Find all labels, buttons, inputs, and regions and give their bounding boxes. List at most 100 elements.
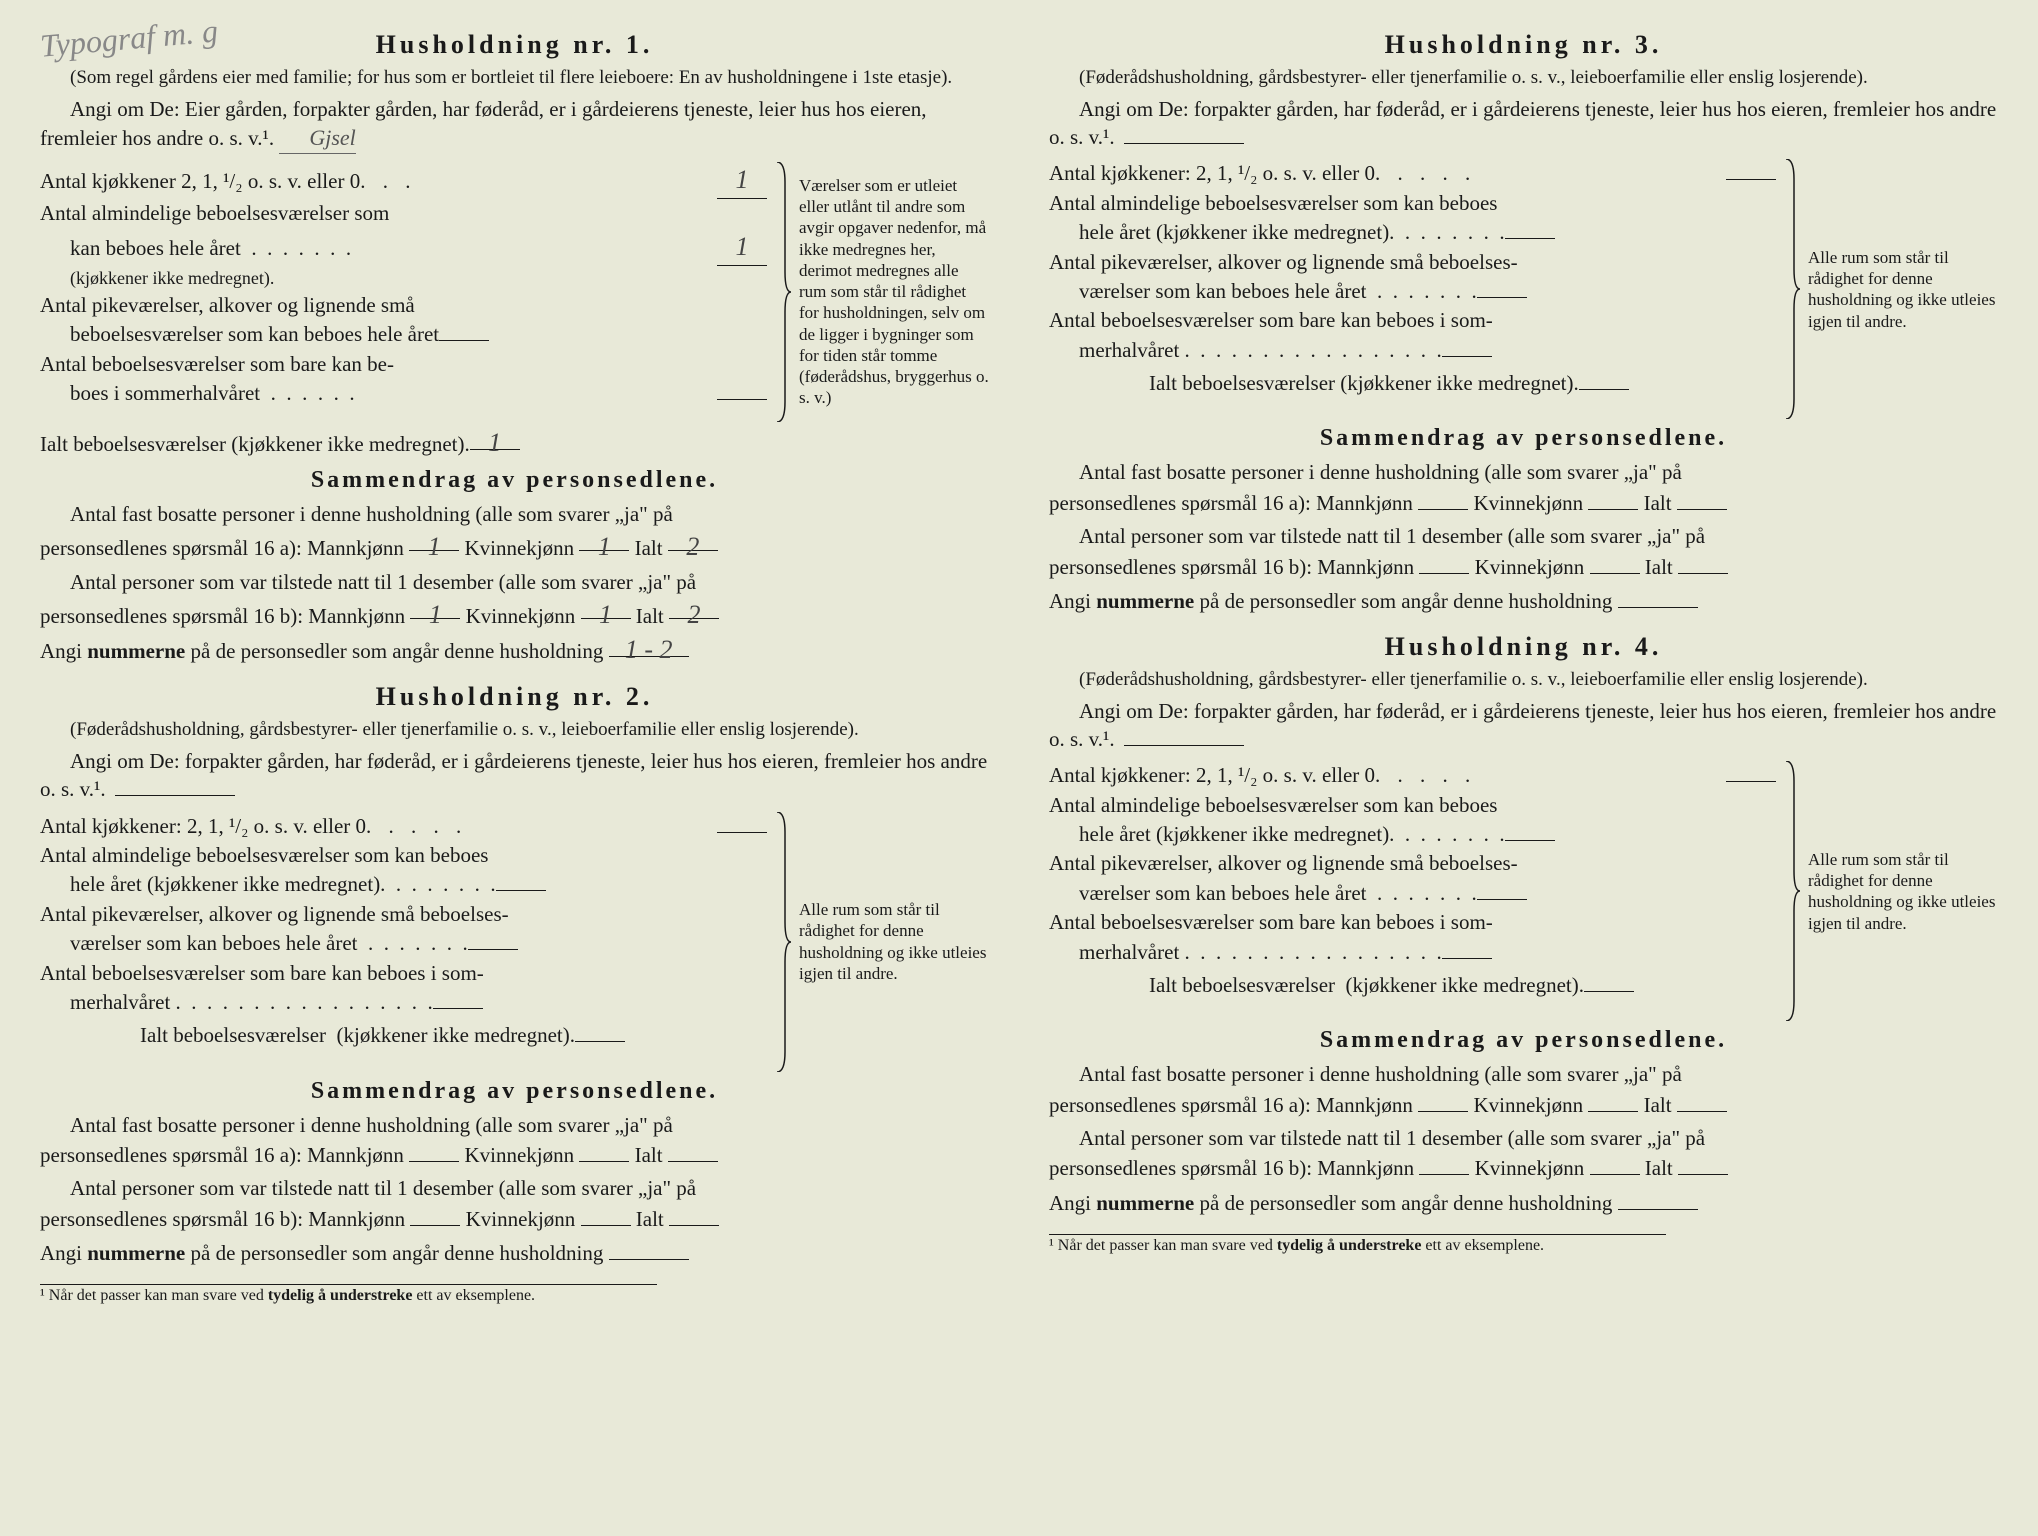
almindelige-label: Antal almindelige beboelsesværelser som … xyxy=(40,841,488,870)
almindelige-label: Antal almindelige beboelsesværelser som xyxy=(40,199,389,228)
kvinne-b xyxy=(1590,552,1640,574)
mann-b xyxy=(410,1204,460,1226)
ialt-label: Ialt xyxy=(635,536,663,560)
left-page: Typograf m. g Husholdning nr. 1. (Som re… xyxy=(40,30,989,1506)
summary-title: Sammendrag av personsedlene. xyxy=(1049,1027,1998,1054)
almindelige-value xyxy=(1505,238,1555,239)
mann-a xyxy=(1418,1090,1468,1112)
side-note: Alle rum som står til rådighet for denne… xyxy=(799,812,989,1072)
total-label: Ialt beboelsesværelser (kjøkkener ikke m… xyxy=(1149,369,1579,398)
sommer-value xyxy=(1442,958,1492,959)
summary-b2-label: personsedlenes spørsmål 16 b): Mannkjønn xyxy=(1049,555,1414,579)
summary-a2-label: personsedlenes spørsmål 16 a): Mannkjønn xyxy=(1049,491,1413,515)
angi-prefix: Angi om De: xyxy=(70,749,180,773)
almindelige-label2: hele året (kjøkkener ikke medregnet). . … xyxy=(40,870,496,899)
kvinne-label: Kvinnekjønn xyxy=(464,536,574,560)
summary-b1: Antal personer som var tilstede natt til… xyxy=(1049,1124,1998,1153)
summary-b1: Antal personer som var tilstede natt til… xyxy=(40,1174,989,1203)
sommer-label: Antal beboelsesværelser som bare kan be- xyxy=(40,350,394,379)
mann-a xyxy=(1418,488,1468,510)
summary-a2-label: personsedlenes spørsmål 16 a): Mannkjønn xyxy=(40,1143,404,1167)
angi-line: Angi om De: Eier gården, forpakter gårde… xyxy=(40,95,989,154)
summary-b2-label: personsedlenes spørsmål 16 b): Mannkjønn xyxy=(40,604,405,628)
side-note: Værelser som er utleiet eller utlånt til… xyxy=(799,162,989,422)
kvinne-a xyxy=(1588,1090,1638,1112)
summary-a2: personsedlenes spørsmål 16 a): Mannkjønn… xyxy=(1049,1090,1998,1120)
ialt-label-b: Ialt xyxy=(636,604,664,628)
kvinne-label-b: Kvinnekjønn xyxy=(1475,1156,1585,1180)
nummer-val xyxy=(1618,1188,1698,1210)
summary-b1: Antal personer som var tilstede natt til… xyxy=(1049,522,1998,551)
summary-title: Sammendrag av personsedlene. xyxy=(40,1078,989,1105)
total-label: Ialt beboelsesværelser (kjøkkener ikke m… xyxy=(40,432,470,457)
household-title: Husholdning nr. 2. xyxy=(40,682,989,712)
rooms-block: Antal kjøkkener: 2, 1, ¹/₂ o. s. v. elle… xyxy=(1049,159,1998,419)
total-value xyxy=(1579,389,1629,390)
total-value xyxy=(575,1041,625,1042)
kvinne-label: Kvinnekjønn xyxy=(1473,1093,1583,1117)
total-label: Ialt beboelsesværelser (kjøkkener ikke m… xyxy=(1149,971,1584,1000)
ialt-a: 2 xyxy=(668,529,718,551)
ialt-b xyxy=(1678,1153,1728,1175)
total-row: Ialt beboelsesværelser (kjøkkener ikke m… xyxy=(40,428,989,457)
angi-line: Angi om De: forpakter gården, har føderå… xyxy=(1049,697,1998,754)
angi-prefix: Angi om De: xyxy=(1079,97,1189,121)
mann-b xyxy=(1419,1153,1469,1175)
pike-label: Antal pikeværelser, alkover og lignende … xyxy=(40,900,509,929)
summary-a2: personsedlenes spørsmål 16 a): Mannkjønn… xyxy=(1049,488,1998,518)
ialt-b: 2 xyxy=(669,597,719,619)
summary-title: Sammendrag av personsedlene. xyxy=(40,467,989,494)
kjokken-value xyxy=(717,832,767,833)
summary-b2-label: personsedlenes spørsmål 16 b): Mannkjønn xyxy=(40,1207,405,1231)
pike-label: Antal pikeværelser, alkover og lignende … xyxy=(1049,248,1518,277)
footnote: ¹ Når det passer kan man svare ved tydel… xyxy=(1049,1234,1666,1255)
angi-line: Angi om De: forpakter gården, har føderå… xyxy=(40,747,989,804)
kjokken-value: 1 xyxy=(717,162,767,199)
kvinne-label-b: Kvinnekjønn xyxy=(1475,555,1585,579)
summary-a1: Antal fast bosatte personer i denne hush… xyxy=(40,500,989,529)
summary-b2: personsedlenes spørsmål 16 b): Mannkjønn… xyxy=(1049,1153,1998,1183)
kvinne-a xyxy=(579,1140,629,1162)
pike-label: Antal pikeværelser, alkover og lignende … xyxy=(40,291,415,320)
ialt-b xyxy=(669,1204,719,1226)
mann-a xyxy=(409,1140,459,1162)
ialt-label: Ialt xyxy=(1644,491,1672,515)
sommer-label2: merhalvåret . . . . . . . . . . . . . . … xyxy=(1049,938,1442,967)
ialt-b xyxy=(1678,552,1728,574)
ialt-label-b: Ialt xyxy=(1645,1156,1673,1180)
household-4: Husholdning nr. 4. (Føderådshusholdning,… xyxy=(1049,632,1998,1216)
rooms-left: Antal kjøkkener: 2, 1, ¹/₂ o. s. v. elle… xyxy=(40,812,767,1072)
kjokken-label: Antal kjøkkener 2, 1, ¹/₂ o. s. v. eller… xyxy=(40,167,360,196)
summary-a1: Antal fast bosatte personer i denne hush… xyxy=(1049,1060,1998,1089)
nummer-line: Angi nummerne på de personsedler som ang… xyxy=(1049,586,1998,614)
side-note: Alle rum som står til rådighet for denne… xyxy=(1808,761,1998,1021)
brace-icon xyxy=(1784,761,1800,1021)
household-2: Husholdning nr. 2. (Føderådshusholdning,… xyxy=(40,682,989,1266)
household-title: Husholdning nr. 3. xyxy=(1049,30,1998,60)
household-3: Husholdning nr. 3. (Føderådshusholdning,… xyxy=(1049,30,1998,614)
sommer-label: Antal beboelsesværelser som bare kan beb… xyxy=(1049,908,1493,937)
summary-title: Sammendrag av personsedlene. xyxy=(1049,425,1998,452)
pike-label: Antal pikeværelser, alkover og lignende … xyxy=(1049,849,1518,878)
almindelige-label: Antal almindelige beboelsesværelser som … xyxy=(1049,189,1497,218)
pike-label2: værelser som kan beboes hele året . . . … xyxy=(40,929,468,958)
almindelige-label2: hele året (kjøkkener ikke medregnet). . … xyxy=(1049,820,1505,849)
household-1: Husholdning nr. 1. (Som regel gårdens ei… xyxy=(40,30,989,664)
almindelige-label2: hele året (kjøkkener ikke medregnet). . … xyxy=(1049,218,1505,247)
sommer-label: Antal beboelsesværelser som bare kan beb… xyxy=(1049,306,1493,335)
summary-b2-label: personsedlenes spørsmål 16 b): Mannkjønn xyxy=(1049,1156,1414,1180)
sommer-value xyxy=(433,1008,483,1009)
ialt-a xyxy=(1677,488,1727,510)
pike-label2: værelser som kan beboes hele året . . . … xyxy=(1049,277,1477,306)
summary-a1: Antal fast bosatte personer i denne hush… xyxy=(40,1111,989,1140)
almindelige-value xyxy=(1505,840,1555,841)
rooms-left: Antal kjøkkener 2, 1, ¹/₂ o. s. v. eller… xyxy=(40,162,767,422)
summary-a2-label: personsedlenes spørsmål 16 a): Mannkjønn xyxy=(1049,1093,1413,1117)
total-value: 1 xyxy=(470,428,520,450)
almindelige-value: 1 xyxy=(717,229,767,266)
ialt-label: Ialt xyxy=(1644,1093,1672,1117)
pike-value xyxy=(1477,899,1527,900)
side-note: Alle rum som står til rådighet for denne… xyxy=(1808,159,1998,419)
summary-b1: Antal personer som var tilstede natt til… xyxy=(40,568,989,597)
nummer-val xyxy=(1618,586,1698,608)
